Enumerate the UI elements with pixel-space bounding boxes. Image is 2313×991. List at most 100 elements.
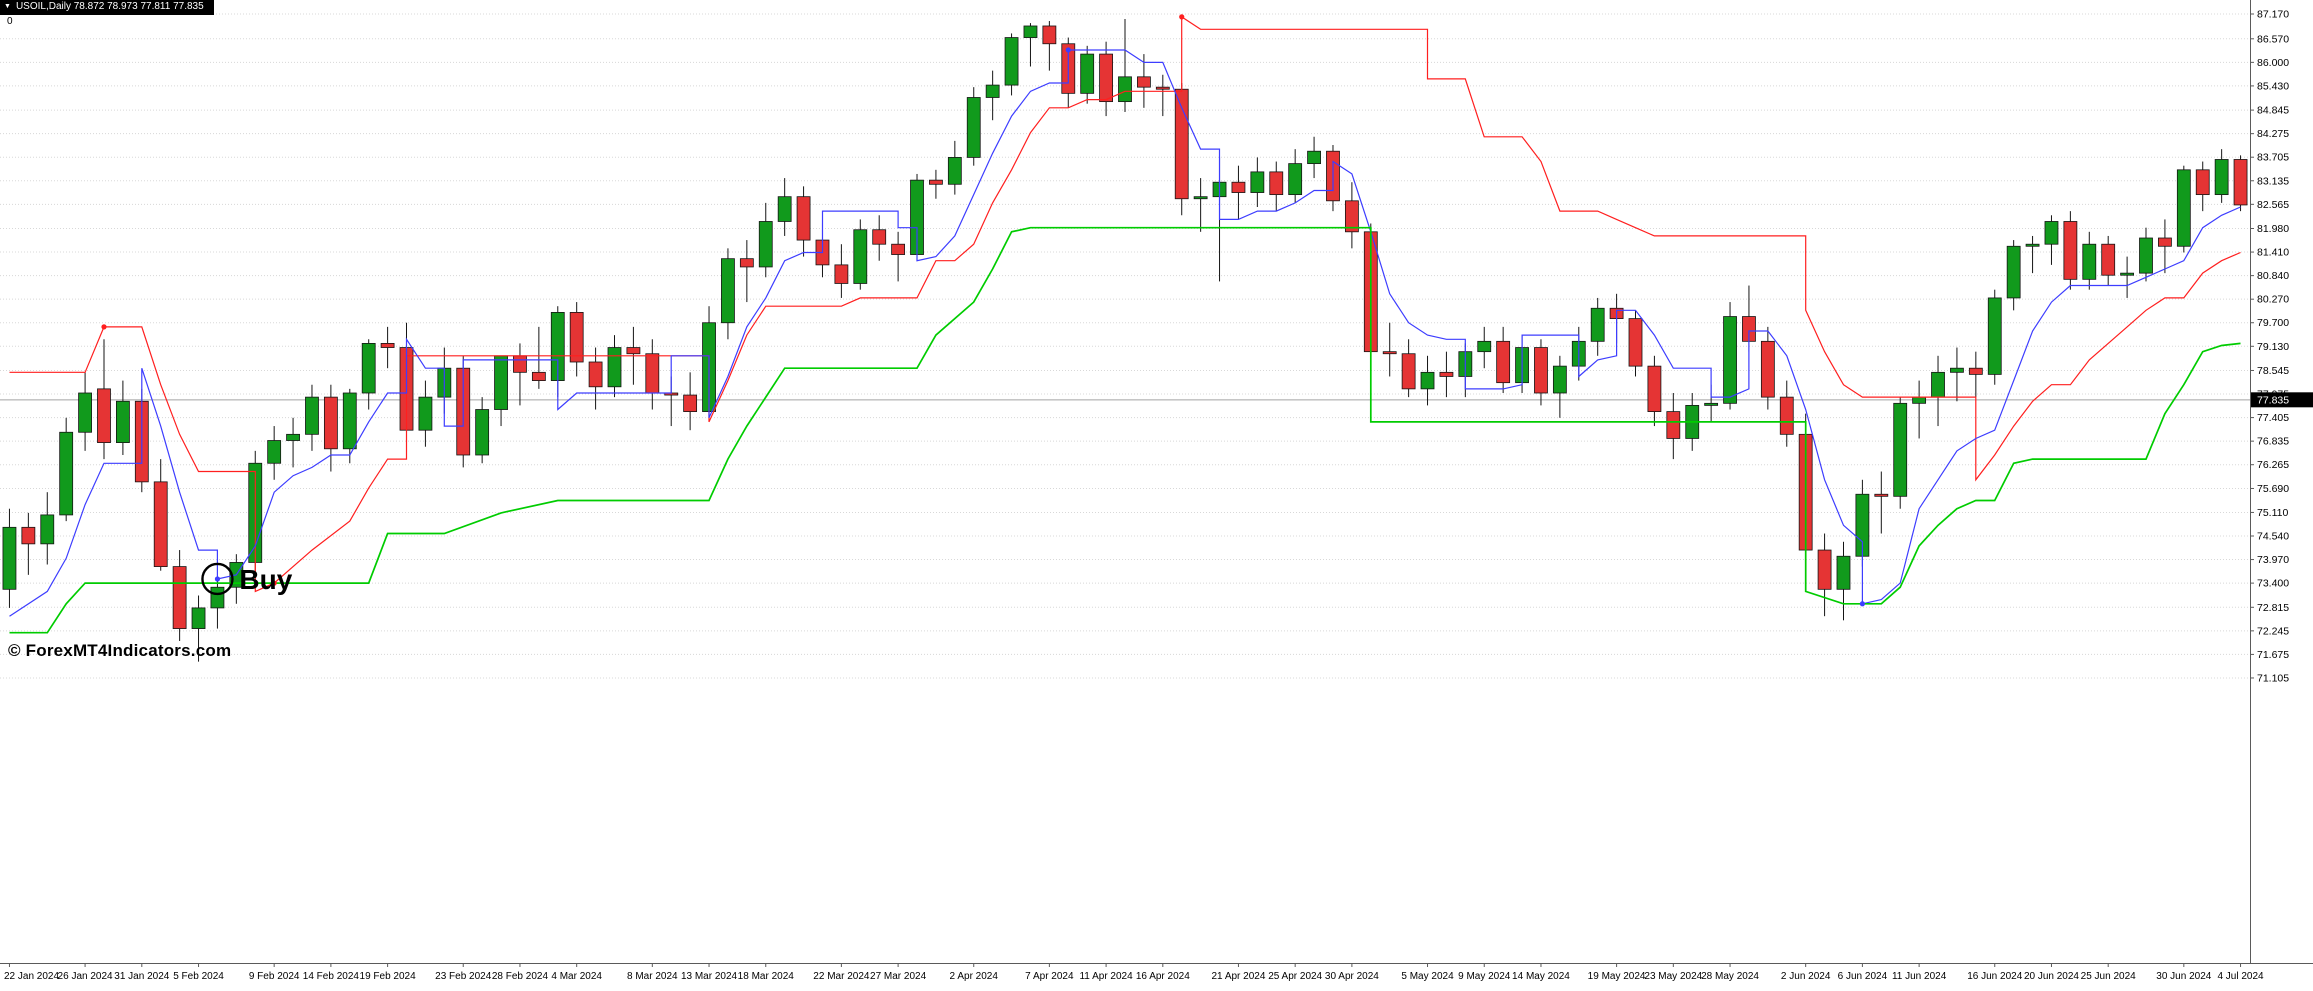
bear-candle	[1760, 340, 1775, 398]
bull-candle	[191, 607, 206, 629]
bull-candle	[1250, 171, 1265, 193]
bull-candle	[1893, 402, 1908, 497]
bull-candle	[1552, 365, 1567, 394]
bull-candle	[1931, 371, 1945, 398]
time-axis-label: 14 Feb 2024	[303, 971, 360, 982]
price-axis-label: 85.430	[2257, 80, 2289, 92]
price-axis-label: 71.105	[2257, 672, 2289, 684]
bear-candle	[1155, 86, 1170, 90]
price-axis-label: 78.545	[2257, 365, 2289, 377]
bull-candle	[342, 392, 357, 450]
bear-candle	[513, 355, 527, 373]
bear-candle	[531, 371, 546, 381]
bull-candle	[2025, 243, 2040, 247]
price-axis-label: 80.840	[2257, 270, 2289, 282]
bull-candle	[1080, 53, 1095, 94]
bull-candle	[1912, 396, 1927, 404]
symbol-ohlc-text: USOIL,Daily 78.872 78.973 77.811 77.835	[15, 1, 204, 12]
time-axis-label: 4 Jul 2024	[2217, 971, 2264, 982]
bear-candle	[891, 243, 906, 255]
bear-candle	[1269, 171, 1284, 196]
signal-dot	[214, 576, 221, 582]
bear-candle	[1099, 53, 1113, 103]
bull-candle	[607, 347, 622, 388]
time-axis-label: 9 May 2024	[1458, 971, 1511, 982]
bull-candle	[210, 586, 225, 609]
current-price-badge	[2251, 392, 2313, 408]
red-stop-line	[9, 15, 2241, 593]
price-axis-label: 76.265	[2257, 459, 2289, 471]
time-axis-label: 19 May 2024	[1588, 971, 1646, 982]
price-axis-label: 79.130	[2257, 341, 2289, 353]
time-axis-label: 20 Jun 2024	[2024, 971, 2079, 982]
price-axis-label: 74.540	[2257, 530, 2289, 542]
time-axis-label: 5 May 2024	[1401, 971, 1454, 982]
bear-candle	[1344, 200, 1359, 233]
price-axis-label: 87.170	[2257, 9, 2289, 21]
time-axis-label: 21 Apr 2024	[1211, 971, 1265, 982]
signal-dot	[101, 324, 107, 330]
bear-candle	[1401, 353, 1416, 390]
bear-candle	[1496, 340, 1511, 384]
grid-layer	[0, 13, 2250, 679]
bear-candle	[739, 258, 754, 268]
time-axis-label: 23 Feb 2024	[435, 971, 492, 982]
bear-candle	[683, 394, 698, 412]
bull-candle	[1704, 402, 1719, 406]
signal-dot	[271, 580, 277, 586]
bull-candle	[494, 355, 508, 410]
bear-candle	[323, 396, 338, 450]
watermark: © ForexMT4Indicators.com	[8, 641, 232, 660]
price-axis-label: 73.400	[2257, 578, 2289, 590]
bull-candle	[361, 343, 376, 394]
bear-candle	[569, 312, 584, 363]
time-axis-label: 6 Jun 2024	[1838, 971, 1888, 982]
price-axis-label: 71.675	[2257, 649, 2289, 661]
price-axis-label: 83.705	[2257, 152, 2289, 164]
bull-candle	[305, 396, 319, 435]
price-axis-label: 72.245	[2257, 625, 2289, 637]
bear-candle	[834, 264, 849, 284]
price-axis-label: 86.000	[2257, 57, 2289, 69]
bear-candle	[1231, 181, 1246, 193]
price-axis-label: 83.135	[2257, 175, 2289, 187]
signal-dot	[1065, 47, 1071, 53]
price-axis[interactable]: 87.170 86.570 86.000 85.430 84.845 84.275 83.7…	[2250, 9, 2313, 685]
symbol-dropdown-icon[interactable]: ▼	[4, 3, 11, 10]
time-axis-label: 8 Mar 2024	[627, 971, 678, 982]
signal-dot	[1859, 601, 1865, 607]
bull-candle	[1307, 150, 1321, 165]
bull-candle	[1987, 297, 2002, 375]
bear-candle	[1042, 25, 1057, 45]
time-axis-label: 5 Feb 2024	[173, 971, 224, 982]
time-axis-label: 2 Jun 2024	[1781, 971, 1831, 982]
bull-candle	[2082, 243, 2097, 280]
time-axis-label: 23 May 2024	[1644, 971, 1702, 982]
price-axis-label: 77.405	[2257, 412, 2289, 424]
time-axis-label: 9 Feb 2024	[249, 971, 300, 982]
bear-candle	[2158, 237, 2172, 247]
bull-candle	[2044, 221, 2059, 245]
price-axis-label: 82.565	[2257, 199, 2289, 211]
current-price-badge-text: 77.835	[2257, 395, 2289, 407]
buy-signal-circle	[201, 562, 234, 596]
bull-candle	[2139, 237, 2153, 274]
bear-candle	[1817, 549, 1832, 590]
bear-candle	[1382, 351, 1397, 355]
time-axis-label: 16 Apr 2024	[1136, 971, 1190, 982]
bull-candle	[1288, 163, 1303, 196]
bull-candle	[966, 97, 981, 158]
green-stop-line	[9, 226, 2241, 634]
bull-candle	[1590, 307, 1605, 342]
bear-candle	[97, 388, 111, 443]
time-axis-label: 26 Jan 2024	[58, 971, 113, 982]
bull-candle	[267, 440, 282, 464]
bear-candle	[21, 526, 36, 545]
time-axis-label: 22 Mar 2024	[813, 971, 870, 982]
price-axis-label: 81.980	[2257, 223, 2289, 235]
bear-candle	[1647, 365, 1662, 412]
bull-candle	[78, 392, 92, 433]
